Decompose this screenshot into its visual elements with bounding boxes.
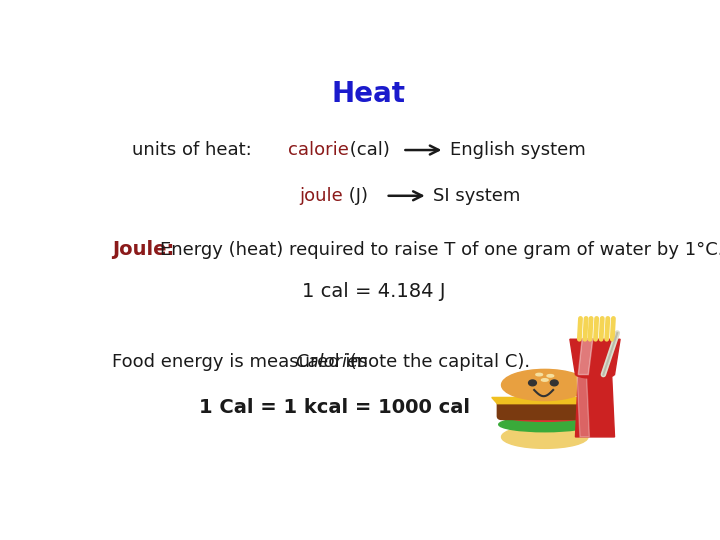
Text: (note the capital C).: (note the capital C). <box>344 353 530 371</box>
Circle shape <box>528 380 536 386</box>
Polygon shape <box>577 377 590 437</box>
Text: Joule:: Joule: <box>112 240 174 259</box>
Text: 1 Cal = 1 kcal = 1000 cal: 1 Cal = 1 kcal = 1000 cal <box>199 399 470 417</box>
Text: (J): (J) <box>343 187 368 205</box>
Text: SI system: SI system <box>433 187 521 205</box>
Ellipse shape <box>499 417 591 432</box>
Text: joule: joule <box>300 187 343 205</box>
Polygon shape <box>570 339 620 375</box>
Ellipse shape <box>502 369 588 401</box>
Ellipse shape <box>576 371 614 379</box>
Text: Heat: Heat <box>332 80 406 108</box>
Text: calorie: calorie <box>288 141 349 159</box>
Ellipse shape <box>547 375 554 377</box>
Ellipse shape <box>536 373 543 376</box>
Text: units of heat:: units of heat: <box>132 141 251 159</box>
Ellipse shape <box>541 379 548 381</box>
Circle shape <box>550 380 558 386</box>
Polygon shape <box>575 377 615 437</box>
Text: Energy (heat) required to raise T of one gram of water by 1°C.: Energy (heat) required to raise T of one… <box>160 241 720 259</box>
FancyBboxPatch shape <box>498 399 593 420</box>
Text: (cal): (cal) <box>344 141 390 159</box>
Polygon shape <box>492 397 598 404</box>
Text: English system: English system <box>450 141 585 159</box>
Text: 1 cal = 4.184 J: 1 cal = 4.184 J <box>302 282 446 301</box>
Ellipse shape <box>502 426 588 448</box>
Ellipse shape <box>504 411 585 421</box>
Text: Food energy is measured in: Food energy is measured in <box>112 353 368 371</box>
Text: Calories: Calories <box>294 353 367 371</box>
Polygon shape <box>578 339 593 375</box>
